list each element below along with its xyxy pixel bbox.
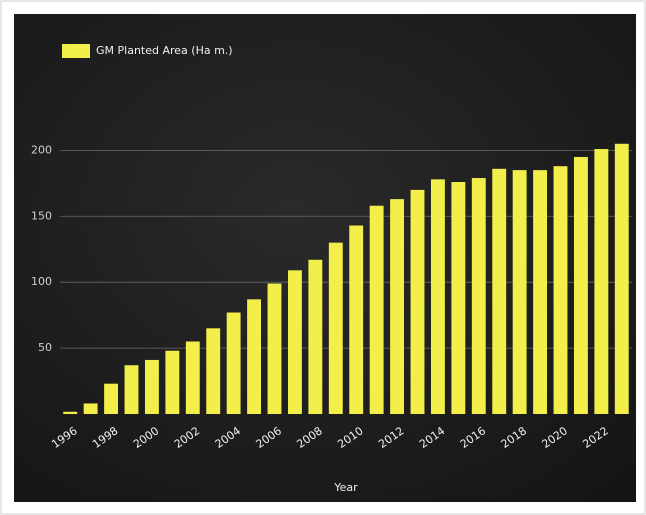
y-tick-label: 50: [38, 341, 52, 354]
bar: [410, 189, 425, 414]
bar: [328, 242, 343, 414]
bar: [349, 225, 364, 414]
bar: [553, 166, 568, 414]
bar: [390, 199, 405, 414]
bar: [471, 178, 486, 414]
bar: [492, 168, 507, 414]
bar: [430, 179, 445, 414]
bar: [83, 403, 98, 414]
y-tick-label: 150: [31, 209, 52, 222]
legend-label: GM Planted Area (Ha m.): [96, 44, 233, 57]
y-tick-label: 100: [31, 275, 52, 288]
bar: [226, 312, 241, 414]
bar: [308, 259, 323, 414]
x-axis-title: Year: [333, 481, 358, 494]
bar: [185, 341, 200, 414]
bar: [287, 270, 302, 414]
bar: [124, 365, 139, 414]
bar: [369, 205, 384, 414]
bar: [247, 299, 262, 414]
bar: [533, 170, 548, 414]
legend-swatch: [62, 44, 90, 58]
bar: [573, 156, 588, 415]
bar: [451, 182, 466, 414]
bar: [144, 359, 159, 414]
y-tick-label: 200: [31, 143, 52, 156]
bar: [614, 143, 629, 415]
bar: [267, 283, 282, 414]
bar: [206, 328, 221, 414]
bar: [104, 383, 119, 414]
bar: [512, 170, 527, 414]
bar: [165, 350, 180, 414]
bar: [594, 149, 609, 414]
chart-background: [14, 14, 636, 502]
bar: [63, 411, 78, 414]
